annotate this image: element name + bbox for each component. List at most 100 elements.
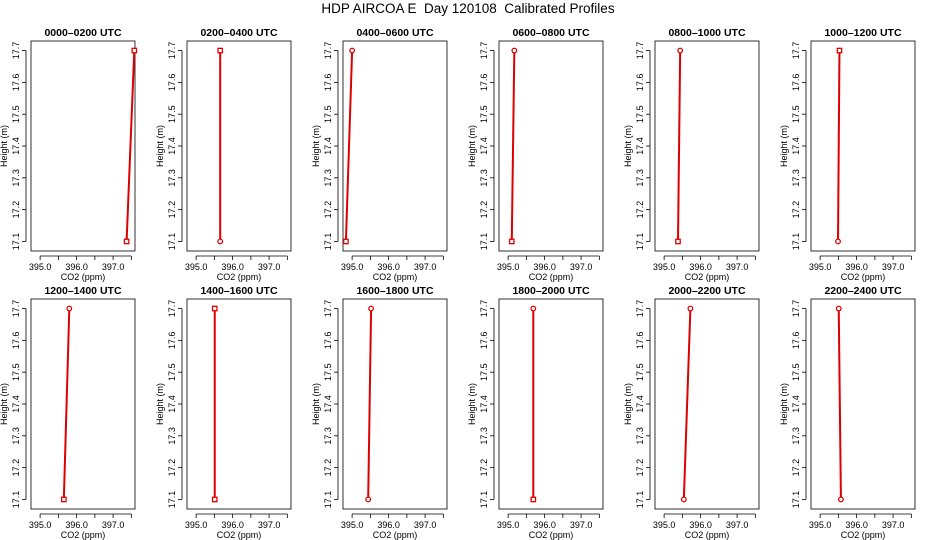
y-axis-label: Height (m) [0,125,9,167]
y-tick-label: 17.1 [479,233,489,251]
data-point-bottom [60,496,67,503]
y-tick-label: 17.4 [479,137,489,155]
y-tick-label: 17.2 [479,201,489,219]
y-axis-label: Height (m) [623,383,633,425]
x-tick-label: 397.0 [882,262,905,272]
data-point-bottom [123,238,130,245]
y-tick-label: 17.7 [11,42,21,60]
x-tick-label: 395.0 [29,520,52,530]
x-tick-label: 396.0 [65,520,88,530]
x-tick-label: 397.0 [570,262,593,272]
y-tick-label: 17.3 [167,169,177,187]
y-tick-label: 17.5 [323,105,333,123]
y-tick-label: 17.5 [11,363,21,381]
plot-frame [30,40,136,252]
data-point-top [836,47,843,54]
y-tick-label: 17.1 [167,491,177,509]
x-tick-label: 395.0 [497,520,520,530]
data-point-bottom [343,238,349,245]
y-tick-label: 17.4 [635,137,645,155]
x-tick-label: 396.0 [533,520,556,530]
y-tick-label: 17.6 [167,74,177,92]
y-tick-label: 17.2 [635,459,645,477]
y-tick-label: 17.7 [791,42,801,60]
x-tick-label: 395.0 [653,262,676,272]
y-tick-label: 17.5 [479,105,489,123]
y-tick-label: 17.6 [323,332,333,350]
y-axis-label: Height (m) [779,383,789,425]
y-tick-label: 17.4 [167,395,177,413]
y-tick-label: 17.7 [167,42,177,60]
profile-line [510,50,516,242]
y-tick-label: 17.3 [791,427,801,445]
x-tick-label: 395.0 [653,520,676,530]
y-tick-label: 17.2 [791,201,801,219]
x-axis-label: CO2 (ppm) [373,530,418,540]
data-point-top [217,47,224,54]
y-axis-label: Height (m) [467,383,477,425]
x-axis-label: CO2 (ppm) [529,530,574,540]
x-axis-label: CO2 (ppm) [217,530,262,540]
data-point-bottom [837,496,844,503]
y-tick-label: 17.6 [11,332,21,350]
y-tick-label: 17.4 [11,137,21,155]
plot-frame [810,40,916,252]
x-tick-label: 396.0 [533,262,556,272]
plot-frame [654,40,760,252]
y-tick-label: 17.6 [167,332,177,350]
y-tick-label: 17.3 [479,169,489,187]
x-axis-label: CO2 (ppm) [841,530,886,540]
x-tick-label: 396.0 [845,262,868,272]
panel-title: 0600–0800 UTC [512,27,589,39]
plot-frame [186,40,292,252]
data-point-top [687,305,694,312]
y-tick-label: 17.1 [167,233,177,251]
y-tick-label: 17.7 [167,300,177,318]
y-tick-label: 17.5 [479,363,489,381]
y-tick-label: 17.7 [11,300,21,318]
y-tick-label: 17.3 [323,427,333,445]
y-tick-label: 17.4 [323,395,333,413]
y-tick-label: 17.1 [11,233,21,251]
data-point-top [349,47,356,54]
x-tick-label: 395.0 [341,262,364,272]
x-tick-label: 397.0 [414,262,437,272]
profile-line [682,308,692,500]
y-tick-label: 17.4 [791,137,801,155]
x-tick-label: 397.0 [570,520,593,530]
x-tick-label: 395.0 [341,520,364,530]
y-tick-label: 17.4 [323,137,333,155]
y-tick-label: 17.2 [167,201,177,219]
y-tick-label: 17.1 [635,491,645,509]
x-tick-label: 396.0 [221,520,244,530]
data-point-bottom [508,238,515,245]
y-axis-label: Height (m) [0,383,9,425]
x-tick-label: 396.0 [689,520,712,530]
data-point-top [211,305,218,312]
x-tick-label: 396.0 [377,520,400,530]
plot-frame [498,40,604,252]
x-axis-label: CO2 (ppm) [529,272,574,282]
x-tick-label: 397.0 [102,262,125,272]
y-tick-label: 17.6 [11,74,21,92]
y-tick-label: 17.3 [791,169,801,187]
y-tick-label: 17.3 [635,169,645,187]
data-point-bottom [835,238,841,245]
panel-title: 1600–1800 UTC [356,285,433,297]
x-tick-label: 395.0 [185,520,208,530]
chart-title: HDP AIRCOA E Day 120108 Calibrated Profi… [321,1,615,16]
y-tick-label: 17.4 [479,395,489,413]
y-axis-label: Height (m) [311,383,321,425]
x-tick-label: 397.0 [102,520,125,530]
data-point-bottom [680,496,687,503]
y-tick-label: 17.5 [323,363,333,381]
y-axis-label: Height (m) [467,125,477,167]
x-tick-label: 397.0 [882,520,905,530]
x-tick-label: 396.0 [689,262,712,272]
